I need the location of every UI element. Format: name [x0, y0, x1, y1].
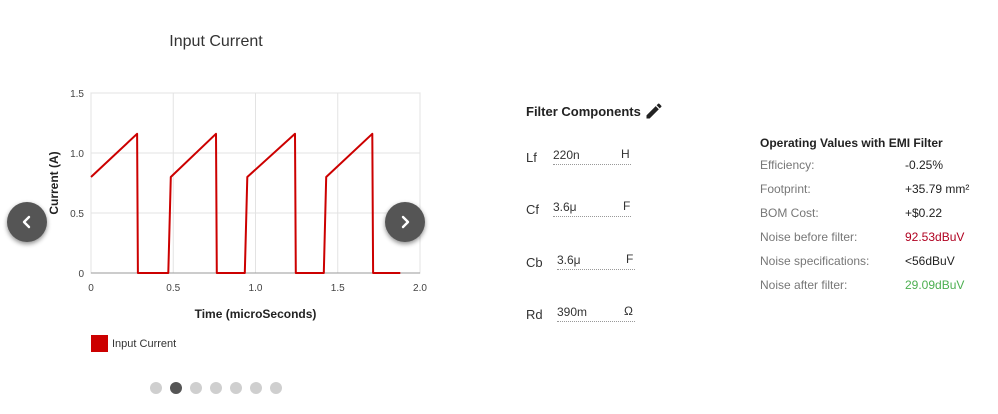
component-name: Cb	[526, 255, 543, 270]
carousel-dot[interactable]	[250, 382, 262, 394]
operating-value: +$0.22	[905, 206, 943, 220]
pencil-icon[interactable]	[644, 101, 664, 126]
operating-value-label: Noise after filter:	[760, 278, 848, 292]
operating-value: -0.25%	[905, 158, 944, 172]
operating-value: 29.09dBuV	[905, 278, 965, 292]
carousel-dot[interactable]	[170, 382, 182, 394]
y-tick-label: 1.5	[70, 89, 84, 100]
carousel-dot[interactable]	[150, 382, 162, 394]
previous-slide-button[interactable]	[7, 202, 47, 242]
filter-components-title: Filter Components	[526, 104, 641, 119]
legend-swatch	[91, 335, 108, 352]
lf-value-field[interactable]	[553, 145, 631, 165]
carousel-dot[interactable]	[190, 382, 202, 394]
component-unit: F	[623, 199, 631, 213]
operating-value-label: Noise before filter:	[760, 230, 858, 244]
x-axis-label: Time (microSeconds)	[195, 307, 317, 321]
component-name: Rd	[526, 307, 543, 322]
input-current-chart: 0 0.5 1.0 1.5 2.0 0 0.5 1.0 1.5 Time (microSecond…	[47, 89, 427, 321]
x-tick-label: 1.5	[331, 283, 345, 294]
operating-value-label: BOM Cost:	[760, 206, 819, 220]
x-tick-label: 0.5	[166, 283, 180, 294]
carousel-dot[interactable]	[230, 382, 242, 394]
component-unit: F	[626, 252, 634, 266]
operating-value: <56dBuV	[905, 254, 955, 268]
carousel-dot[interactable]	[270, 382, 282, 394]
chevron-left-icon	[22, 215, 31, 229]
cf-value-field[interactable]	[553, 197, 631, 217]
component-name: Cf	[526, 202, 539, 217]
chart-title: Input Current	[169, 33, 263, 50]
chevron-right-icon	[401, 215, 410, 229]
operating-value-label: Efficiency:	[760, 158, 815, 172]
x-tick-label: 2.0	[413, 283, 427, 294]
operating-value-label: Noise specifications:	[760, 254, 870, 268]
component-unit: H	[621, 147, 630, 161]
operating-value-label: Footprint:	[760, 182, 811, 196]
x-tick-label: 0	[88, 283, 94, 294]
carousel-pagination	[150, 382, 282, 394]
operating-values-title: Operating Values with EMI Filter	[760, 136, 943, 150]
y-tick-label: 1.0	[70, 149, 84, 160]
series-line-input-current	[90, 132, 401, 274]
x-tick-label: 1.0	[249, 283, 263, 294]
rd-value-field[interactable]	[557, 302, 635, 322]
operating-value: +35.79 mm²	[905, 182, 970, 196]
y-tick-label: 0	[78, 269, 84, 280]
component-name: Lf	[526, 150, 537, 165]
component-unit: Ω	[624, 304, 633, 318]
legend-label: Input Current	[112, 337, 177, 350]
y-tick-label: 0.5	[70, 209, 84, 220]
chart-legend[interactable]: Input Current	[91, 335, 176, 352]
y-axis-label: Current (A)	[47, 151, 61, 214]
cb-value-field[interactable]	[557, 250, 635, 270]
operating-value: 92.53dBuV	[905, 230, 965, 244]
carousel-dot[interactable]	[210, 382, 222, 394]
next-slide-button[interactable]	[385, 202, 425, 242]
